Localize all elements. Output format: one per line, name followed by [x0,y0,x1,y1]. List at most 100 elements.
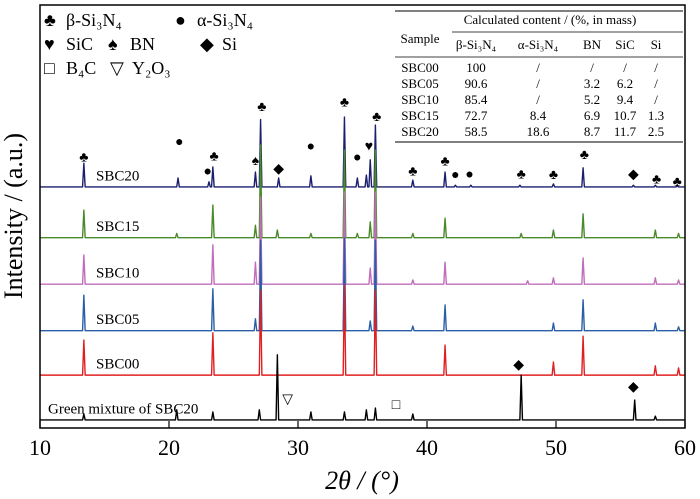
table-cell: 6.9 [584,108,600,123]
peak-marker: ◆ [628,167,639,182]
peak-marker: ◆ [513,358,524,373]
table-cell: / [623,60,627,75]
y-axis-label: Intensity / (a.u.) [0,133,28,299]
table-header: β-Si₃N₄ [456,37,497,52]
peak-marker: ♣ [408,164,417,179]
series-line [40,191,685,285]
table-cell: 5.2 [584,92,600,107]
legend-symbol: □ [44,58,55,78]
table-cell: / [654,76,658,91]
legend-label: α-Si₃N₄ [197,10,253,30]
table-cell: 9.4 [617,92,634,107]
table-cell: 1.3 [648,108,664,123]
x-tick-label: 20 [158,435,180,460]
peak-marker: ● [175,135,183,150]
peak-marker: ◆ [273,162,284,177]
series-line [40,284,685,376]
plot-area [40,116,685,421]
series-label: SBC20 [96,168,139,184]
table-cell: 2.5 [648,124,664,139]
peak-marker: ♣ [652,172,661,187]
table-cell: 8.7 [584,124,601,139]
table-cell: / [536,92,540,107]
legend-label: SiC [66,34,93,54]
legend-label: Y₂O₃ [132,58,171,78]
table-cell: SBC20 [401,124,439,139]
peak-marker: ♣ [580,148,589,163]
series-line [40,237,685,332]
peak-marker: ♣ [517,167,526,182]
peak-marker: ● [353,150,361,165]
peak-marker: ♣ [257,100,266,115]
table-cell: / [536,60,540,75]
peak-marker: ◆ [628,380,639,395]
table-cell: SBC00 [401,60,439,75]
peak-marker: ♣ [210,149,219,164]
table-header: BN [583,37,602,52]
peak-marker: ● [451,168,459,183]
plot-frame [39,4,686,429]
series-line [40,354,685,421]
legend-symbol: ♥ [44,34,55,54]
table-header: Sample [401,31,440,46]
table-cell: 8.4 [530,108,547,123]
legend-label: β-Si₃N₄ [66,10,122,30]
legend-label: BN [130,34,155,54]
peak-marker: ♥ [365,139,373,154]
legend-symbol: ● [175,10,186,30]
table-cell: / [654,60,658,75]
x-tick-label: 60 [674,435,696,460]
table-cell: 90.6 [465,76,488,91]
table-cell: 72.7 [465,108,488,123]
peak-marker: □ [392,398,401,413]
peak-marker: ♣ [79,150,88,165]
table-cell: 6.2 [617,76,633,91]
x-tick-label: 10 [29,435,51,460]
peak-marker: ♣ [673,175,682,190]
x-axis-label: 2θ / (°) [325,466,399,495]
peak-marker: ♣ [440,155,449,170]
x-tick-label: 30 [287,435,309,460]
table-cell: / [590,60,594,75]
table-cell: / [536,76,540,91]
series-label: SBC05 [96,312,139,328]
table-cell: SBC15 [401,108,439,123]
peak-marker: ▽ [282,392,293,407]
table-title: Calculated content / (%, in mass) [464,12,637,27]
peak-marker: ♣ [372,110,381,125]
legend-symbol: ♣ [44,10,56,30]
series-label: SBC10 [96,266,139,282]
legend-label: Si [222,34,237,54]
peak-marker: ● [465,167,473,182]
table-cell: 11.7 [614,124,637,139]
table-cell: 85.4 [465,92,488,107]
legend-symbol: ◆ [200,34,214,54]
table-header: Si [651,37,662,52]
table-cell: SBC05 [401,76,439,91]
table-cell: SBC10 [401,92,439,107]
series-label: SBC00 [96,357,139,373]
table-cell: 10.7 [614,108,637,123]
x-tick-label: 40 [416,435,438,460]
series-label: SBC15 [96,219,139,235]
legend-symbol: ▽ [110,58,124,78]
table-cell: 58.5 [465,124,488,139]
table-header: SiC [615,37,635,52]
x-tick-label: 50 [545,435,567,460]
table-cell: 100 [466,60,486,75]
series-label: Green mixture of SBC20 [48,401,198,417]
table-cell: 3.2 [584,76,600,91]
peak-marker: ♣ [549,168,558,183]
peak-marker: ● [203,164,211,179]
series-line [40,144,685,239]
peak-marker: ♠ [252,154,260,169]
peak-marker: ♣ [340,95,349,110]
table-cell: / [654,92,658,107]
table-header: α-Si₃N₄ [518,37,559,52]
legend-symbol: ♠ [108,34,118,54]
legend-label: B₄C [66,58,96,78]
series-line [40,116,685,188]
peak-marker: ● [307,139,315,154]
